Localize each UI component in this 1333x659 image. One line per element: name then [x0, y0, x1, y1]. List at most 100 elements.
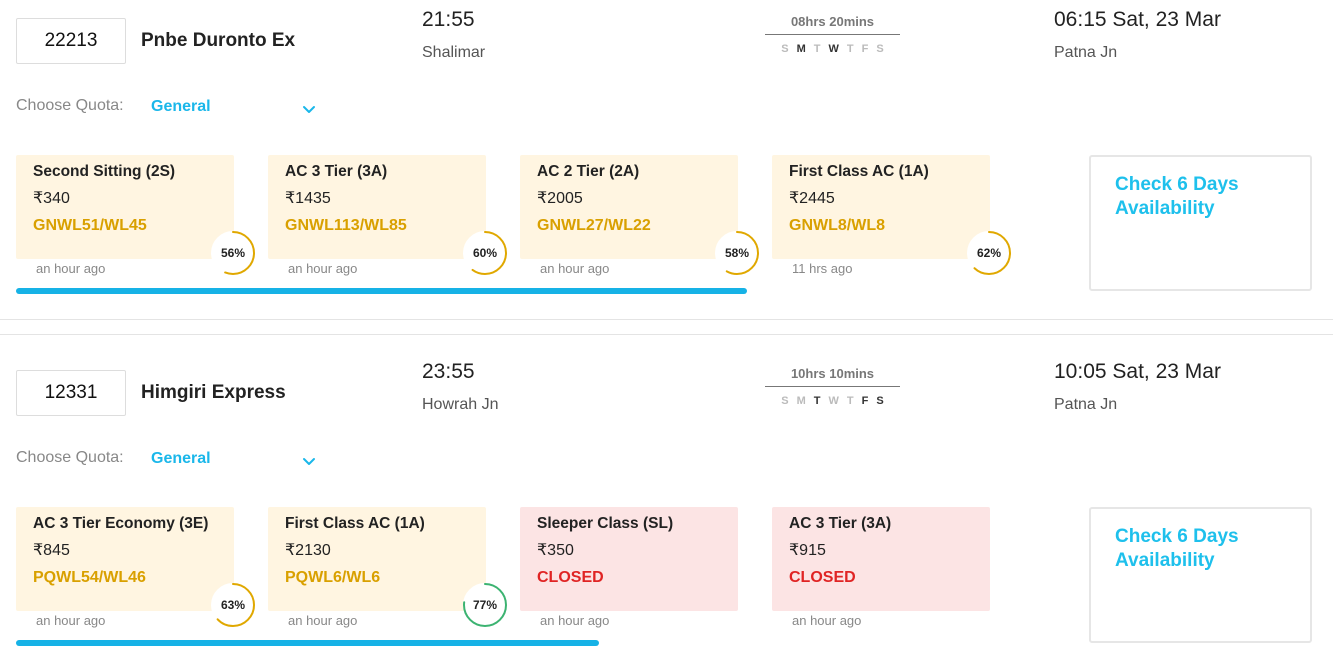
availability-status: PQWL54/WL46: [33, 569, 146, 586]
class-name: First Class AC (1A): [789, 163, 929, 180]
class-fare: ₹2130: [285, 542, 331, 559]
train-number[interactable]: 22213: [16, 18, 126, 64]
chance-ring: [967, 231, 1011, 275]
running-day: T: [813, 395, 821, 407]
chevron-down-icon[interactable]: [300, 452, 318, 470]
class-name: AC 3 Tier (3A): [285, 163, 388, 180]
running-day: S: [876, 395, 884, 407]
train-result-card: 22213 Pnbe Duronto Ex 21:55 Shalimar 08h…: [0, 0, 1333, 320]
departure-station: Shalimar: [422, 44, 486, 61]
availability-status: GNWL113/WL85: [285, 217, 407, 234]
check-6-days-label: Check 6 Days Availability: [1115, 174, 1239, 219]
departure-station: Howrah Jn: [422, 396, 499, 413]
running-day: F: [861, 395, 869, 407]
arrival-station: Patna Jn: [1054, 396, 1118, 413]
confirm-chance-gauge: 60%: [462, 230, 508, 276]
running-day: W: [828, 395, 839, 407]
journey-duration: 10hrs 10mins: [765, 366, 900, 387]
train-result-card: 12331 Himgiri Express 23:55 Howrah Jn 10…: [0, 352, 1333, 659]
class-card[interactable]: AC 2 Tier (2A) ₹2005 GNWL27/WL22: [520, 155, 738, 259]
chance-ring: [211, 583, 255, 627]
class-fare: ₹350: [537, 542, 574, 559]
availability-status: GNWL8/WL8: [789, 217, 885, 234]
train-name[interactable]: Pnbe Duronto Ex: [141, 30, 296, 51]
progress-bar: [16, 640, 599, 646]
journey-duration: 08hrs 20mins: [765, 14, 900, 35]
quota-select[interactable]: General: [151, 98, 211, 115]
last-updated: an hour ago: [540, 261, 610, 276]
chance-percent: 56%: [220, 246, 246, 260]
check-6-days-label: Check 6 Days Availability: [1115, 526, 1239, 571]
availability-status: CLOSED: [537, 569, 604, 586]
progress-bar: [16, 288, 747, 294]
class-card[interactable]: AC 3 Tier (3A) ₹915 CLOSED: [772, 507, 990, 611]
last-updated: 11 hrs ago: [792, 261, 853, 276]
running-day: T: [846, 395, 854, 407]
confirm-chance-gauge: 63%: [210, 582, 256, 628]
confirm-chance-gauge: 77%: [462, 582, 508, 628]
departure-time: 21:55: [422, 8, 475, 31]
running-day: T: [846, 43, 854, 55]
chance-ring: [463, 583, 507, 627]
last-updated: an hour ago: [288, 613, 358, 628]
class-fare: ₹2005: [537, 190, 583, 207]
running-day: F: [861, 43, 869, 55]
chance-percent: 63%: [220, 598, 246, 612]
availability-status: GNWL27/WL22: [537, 217, 651, 234]
arrival-time: 10:05 Sat, 23 Mar: [1054, 360, 1221, 383]
class-fare: ₹845: [33, 542, 70, 559]
check-6-days-button[interactable]: Check 6 Days Availability: [1089, 155, 1312, 291]
quota-label: Choose Quota:: [16, 449, 124, 466]
chevron-down-icon[interactable]: [300, 100, 318, 118]
class-card[interactable]: First Class AC (1A) ₹2130 PQWL6/WL6: [268, 507, 486, 611]
confirm-chance-gauge: 58%: [714, 230, 760, 276]
train-name[interactable]: Himgiri Express: [141, 382, 286, 403]
last-updated: an hour ago: [288, 261, 358, 276]
last-updated: an hour ago: [36, 261, 106, 276]
arrival-time: 06:15 Sat, 23 Mar: [1054, 8, 1221, 31]
availability-status: PQWL6/WL6: [285, 569, 381, 586]
availability-status: GNWL51/WL45: [33, 217, 147, 234]
last-updated: an hour ago: [540, 613, 610, 628]
class-fare: ₹2445: [789, 190, 835, 207]
running-day: M: [796, 395, 806, 407]
class-name: First Class AC (1A): [285, 515, 425, 532]
result-separator: [0, 319, 1333, 335]
class-card[interactable]: First Class AC (1A) ₹2445 GNWL8/WL8: [772, 155, 990, 259]
availability-status: CLOSED: [789, 569, 856, 586]
chance-ring: [715, 231, 759, 275]
quota-select[interactable]: General: [151, 450, 211, 467]
confirm-chance-gauge: 56%: [210, 230, 256, 276]
chance-ring: [463, 231, 507, 275]
check-6-days-button[interactable]: Check 6 Days Availability: [1089, 507, 1312, 643]
quota-label: Choose Quota:: [16, 97, 124, 114]
class-fare: ₹1435: [285, 190, 331, 207]
running-day: W: [828, 43, 839, 55]
chance-percent: 77%: [472, 598, 498, 612]
class-card[interactable]: Second Sitting (2S) ₹340 GNWL51/WL45: [16, 155, 234, 259]
class-name: Sleeper Class (SL): [537, 515, 674, 532]
class-fare: ₹340: [33, 190, 70, 207]
departure-time: 23:55: [422, 360, 475, 383]
class-name: AC 2 Tier (2A): [537, 163, 640, 180]
class-name: AC 3 Tier Economy (3E): [33, 515, 209, 532]
chance-ring: [211, 231, 255, 275]
running-day: M: [796, 43, 806, 55]
class-name: Second Sitting (2S): [33, 163, 176, 180]
last-updated: an hour ago: [792, 613, 862, 628]
train-number[interactable]: 12331: [16, 370, 126, 416]
running-day: S: [781, 395, 789, 407]
last-updated: an hour ago: [36, 613, 106, 628]
class-fare: ₹915: [789, 542, 826, 559]
running-day: T: [813, 43, 821, 55]
class-card[interactable]: Sleeper Class (SL) ₹350 CLOSED: [520, 507, 738, 611]
class-card[interactable]: AC 3 Tier (3A) ₹1435 GNWL113/WL85: [268, 155, 486, 259]
class-name: AC 3 Tier (3A): [789, 515, 892, 532]
class-card[interactable]: AC 3 Tier Economy (3E) ₹845 PQWL54/WL46: [16, 507, 234, 611]
confirm-chance-gauge: 62%: [966, 230, 1012, 276]
chance-percent: 58%: [724, 246, 750, 260]
running-day: S: [876, 43, 884, 55]
arrival-station: Patna Jn: [1054, 44, 1118, 61]
